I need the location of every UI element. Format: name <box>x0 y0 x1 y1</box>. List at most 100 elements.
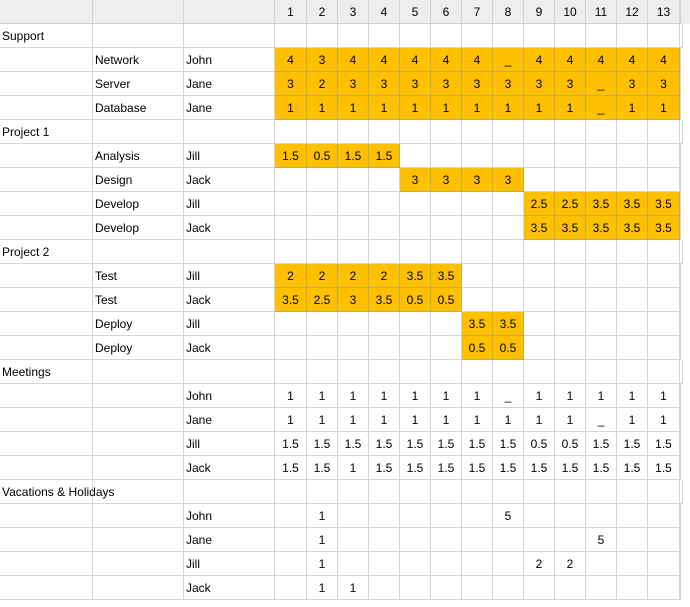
value-cell[interactable]: 3.5 <box>648 192 680 216</box>
value-cell[interactable]: 0.5 <box>555 432 586 456</box>
value-cell[interactable] <box>524 312 555 336</box>
value-cell[interactable]: 2 <box>307 72 338 96</box>
value-cell[interactable] <box>462 144 493 168</box>
value-cell[interactable]: 1 <box>555 96 586 120</box>
empty-cell[interactable] <box>0 576 93 600</box>
value-cell[interactable]: 1.5 <box>338 432 369 456</box>
empty-cell[interactable] <box>338 24 369 48</box>
column-header[interactable]: 5 <box>400 0 431 24</box>
empty-cell[interactable] <box>400 24 431 48</box>
value-cell[interactable] <box>400 528 431 552</box>
task-cell[interactable] <box>93 528 184 552</box>
value-cell[interactable] <box>431 336 462 360</box>
value-cell[interactable]: 1 <box>648 96 680 120</box>
empty-cell[interactable] <box>275 360 307 384</box>
value-cell[interactable] <box>617 336 648 360</box>
value-cell[interactable]: 4 <box>431 48 462 72</box>
value-cell[interactable] <box>369 168 400 192</box>
value-cell[interactable] <box>462 552 493 576</box>
empty-cell[interactable] <box>93 120 184 144</box>
value-cell[interactable] <box>617 504 648 528</box>
value-cell[interactable]: 1.5 <box>524 456 555 480</box>
empty-cell[interactable] <box>0 456 93 480</box>
value-cell[interactable] <box>648 168 680 192</box>
value-cell[interactable]: 1 <box>275 408 307 432</box>
empty-cell[interactable] <box>648 240 680 264</box>
value-cell[interactable] <box>586 336 617 360</box>
value-cell[interactable] <box>462 216 493 240</box>
value-cell[interactable] <box>338 216 369 240</box>
empty-cell[interactable] <box>369 24 400 48</box>
empty-cell[interactable] <box>617 120 648 144</box>
header-cell-group[interactable] <box>0 0 93 24</box>
value-cell[interactable]: 0.5 <box>462 336 493 360</box>
value-cell[interactable]: 3.5 <box>617 192 648 216</box>
value-cell[interactable]: 1 <box>307 384 338 408</box>
value-cell[interactable] <box>524 528 555 552</box>
value-cell[interactable] <box>586 264 617 288</box>
empty-cell[interactable] <box>462 480 493 504</box>
value-cell[interactable] <box>524 504 555 528</box>
value-cell[interactable] <box>493 216 524 240</box>
value-cell[interactable]: 1 <box>338 408 369 432</box>
column-header[interactable]: 8 <box>493 0 524 24</box>
empty-cell[interactable] <box>462 120 493 144</box>
empty-cell[interactable] <box>0 408 93 432</box>
value-cell[interactable]: 1.5 <box>586 432 617 456</box>
value-cell[interactable] <box>648 528 680 552</box>
value-cell[interactable] <box>462 288 493 312</box>
value-cell[interactable] <box>431 552 462 576</box>
value-cell[interactable]: 3 <box>369 72 400 96</box>
empty-cell[interactable] <box>307 480 338 504</box>
empty-cell[interactable] <box>555 120 586 144</box>
empty-cell[interactable] <box>493 360 524 384</box>
empty-cell[interactable] <box>93 24 184 48</box>
task-cell[interactable]: Database <box>93 96 184 120</box>
empty-cell[interactable] <box>307 24 338 48</box>
value-cell[interactable] <box>275 528 307 552</box>
value-cell[interactable] <box>400 144 431 168</box>
empty-cell[interactable] <box>307 120 338 144</box>
value-cell[interactable]: 3 <box>275 72 307 96</box>
value-cell[interactable] <box>369 336 400 360</box>
value-cell[interactable] <box>369 192 400 216</box>
empty-cell[interactable] <box>617 360 648 384</box>
empty-cell[interactable] <box>617 480 648 504</box>
empty-cell[interactable] <box>680 288 681 312</box>
value-cell[interactable] <box>369 216 400 240</box>
value-cell[interactable]: 1 <box>400 96 431 120</box>
empty-cell[interactable] <box>0 48 93 72</box>
value-cell[interactable]: 1 <box>275 384 307 408</box>
empty-cell[interactable] <box>0 168 93 192</box>
empty-cell[interactable] <box>431 120 462 144</box>
value-cell[interactable] <box>431 312 462 336</box>
value-cell[interactable]: 1.5 <box>648 432 680 456</box>
value-cell[interactable]: 5 <box>586 528 617 552</box>
value-cell[interactable]: 1.5 <box>369 432 400 456</box>
empty-cell[interactable] <box>0 528 93 552</box>
empty-cell[interactable] <box>0 336 93 360</box>
empty-cell[interactable] <box>431 360 462 384</box>
value-cell[interactable] <box>400 576 431 600</box>
empty-cell[interactable] <box>680 576 681 600</box>
empty-cell[interactable] <box>0 192 93 216</box>
value-cell[interactable]: 1 <box>462 384 493 408</box>
empty-cell[interactable] <box>648 480 680 504</box>
value-cell[interactable]: 1.5 <box>462 432 493 456</box>
value-cell[interactable]: 3 <box>493 168 524 192</box>
empty-cell[interactable] <box>93 360 184 384</box>
empty-cell[interactable] <box>400 120 431 144</box>
value-cell[interactable]: 1.5 <box>586 456 617 480</box>
column-header[interactable]: 9 <box>524 0 555 24</box>
person-cell[interactable]: John <box>184 384 275 408</box>
group-label-cell[interactable]: Project 2 <box>0 240 93 264</box>
empty-cell[interactable] <box>555 240 586 264</box>
value-cell[interactable] <box>275 552 307 576</box>
value-cell[interactable]: 3 <box>617 72 648 96</box>
value-cell[interactable]: 1 <box>524 408 555 432</box>
value-cell[interactable] <box>307 168 338 192</box>
value-cell[interactable] <box>617 168 648 192</box>
value-cell[interactable] <box>586 288 617 312</box>
value-cell[interactable] <box>555 504 586 528</box>
value-cell[interactable]: 2 <box>369 264 400 288</box>
